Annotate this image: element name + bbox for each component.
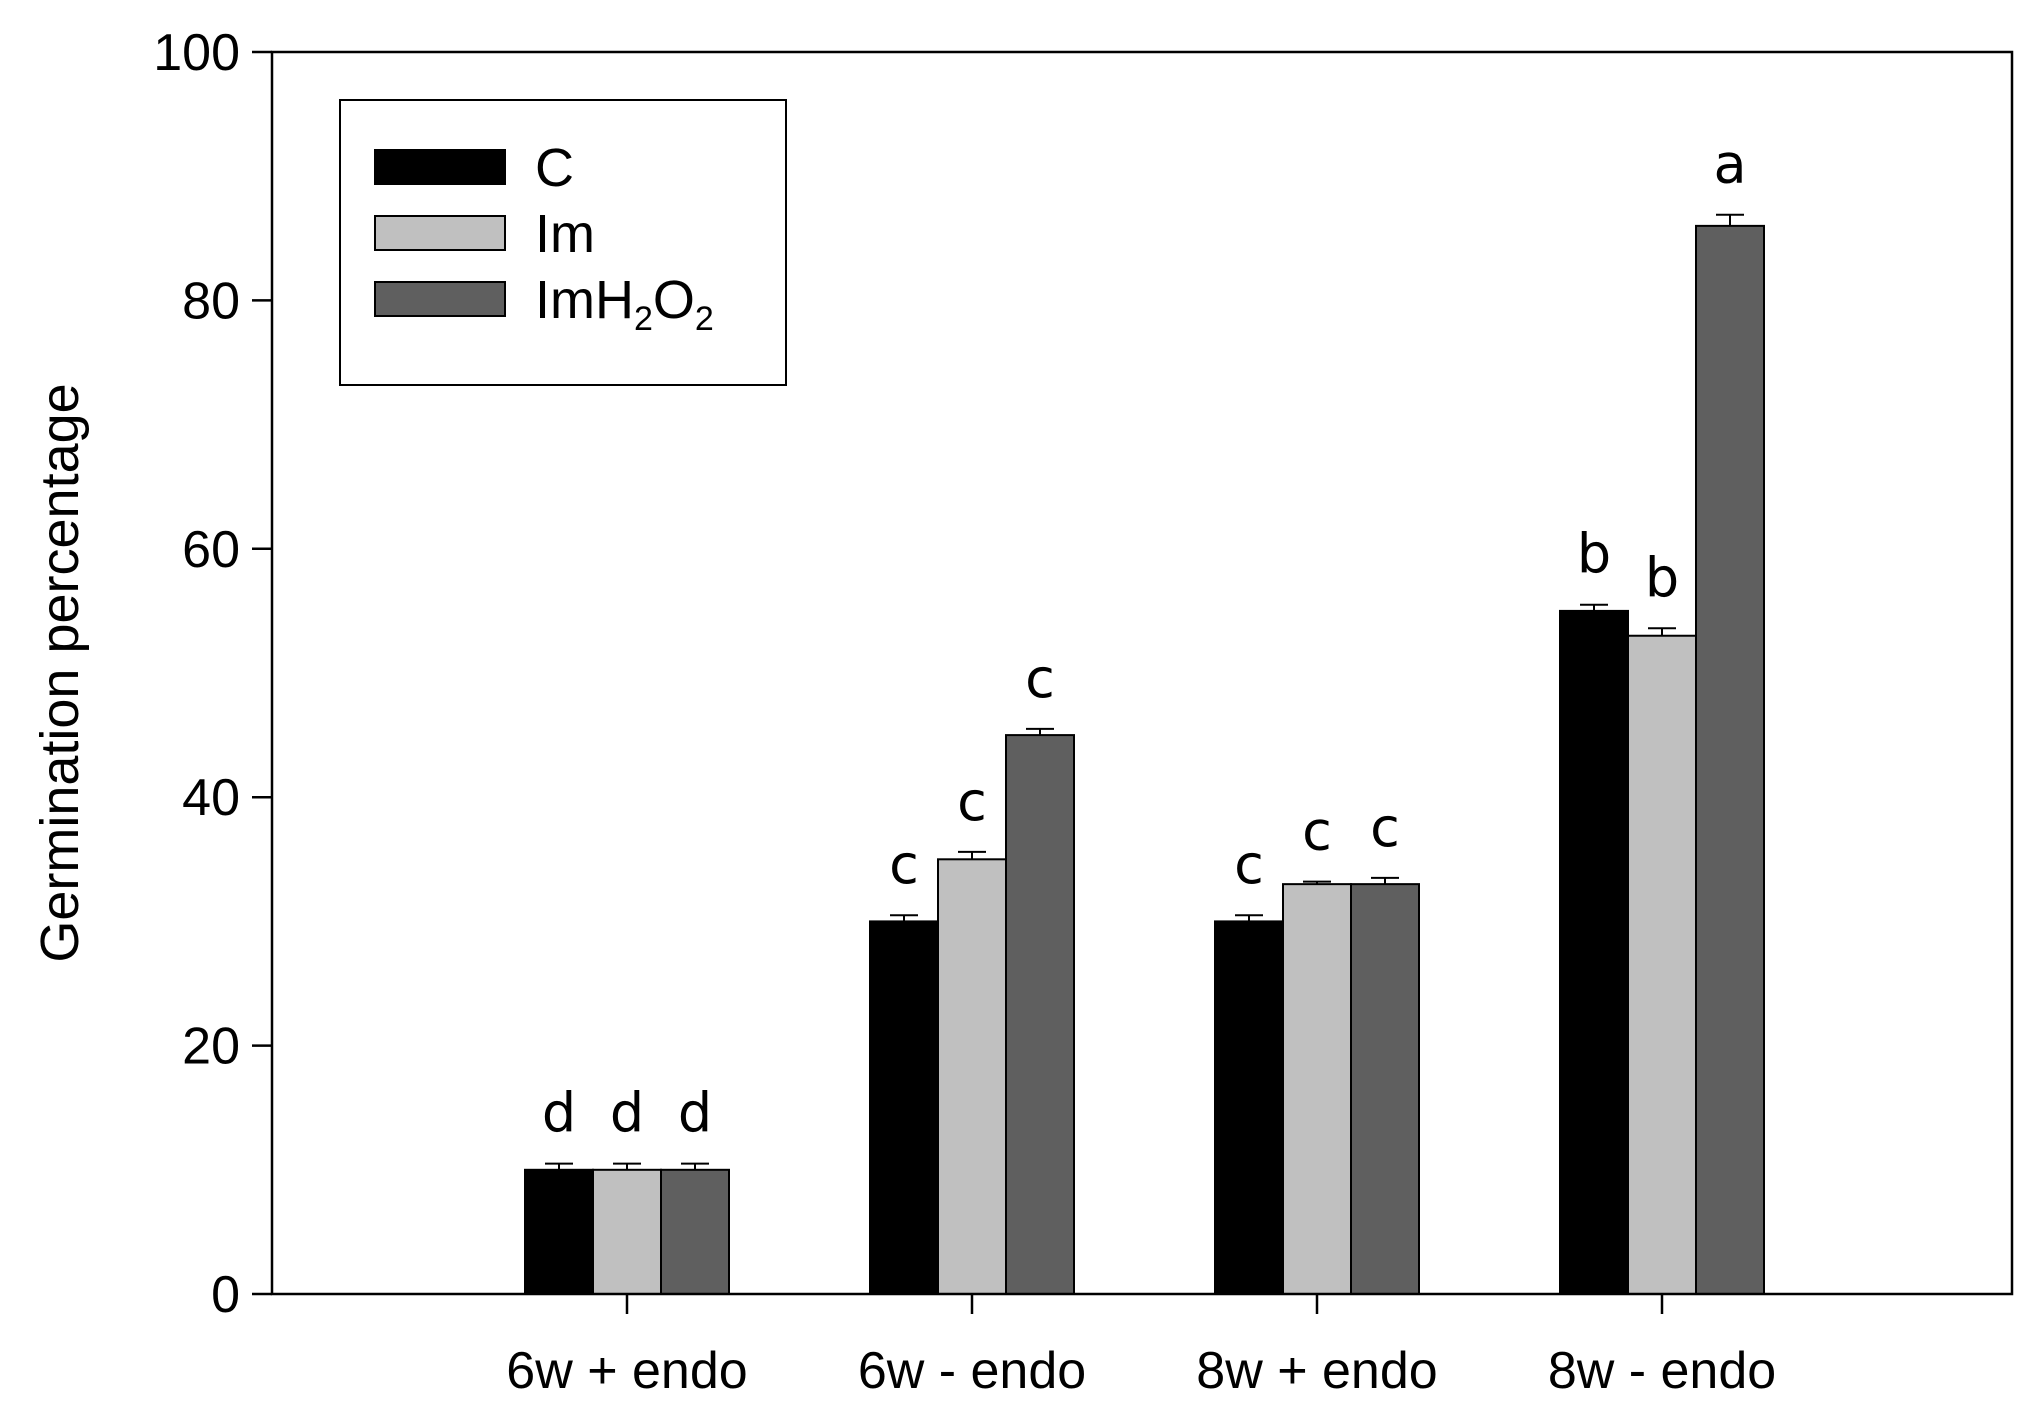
bar xyxy=(1005,734,1075,1295)
legend-label: Im xyxy=(535,204,595,264)
significance-letter: c xyxy=(1370,796,1400,859)
bar xyxy=(1350,883,1420,1295)
y-tick-label: 60 xyxy=(182,521,240,579)
bar xyxy=(937,858,1007,1295)
plot-frame xyxy=(270,50,2014,1296)
bar xyxy=(524,1168,594,1296)
x-tick-label: 6w - endo xyxy=(858,1342,1086,1400)
y-tick-label: 0 xyxy=(211,1266,240,1324)
y-tick-label: 100 xyxy=(153,24,240,82)
bar xyxy=(1627,634,1697,1295)
y-tick-label: 80 xyxy=(182,272,240,330)
x-tick-label: 6w + endo xyxy=(506,1342,747,1400)
legend-swatch xyxy=(374,149,506,185)
significance-letter: b xyxy=(1577,523,1611,586)
legend-label: C xyxy=(535,138,574,198)
y-tick-label: 20 xyxy=(182,1018,240,1076)
legend-swatch xyxy=(374,281,506,317)
axes-layer: 0 20 40 60 80 100 Germination percentage 6w + e… xyxy=(30,24,2014,1400)
bar xyxy=(1282,883,1352,1295)
significance-letter: d xyxy=(542,1082,576,1145)
bar xyxy=(1695,224,1765,1295)
bar xyxy=(660,1168,730,1296)
y-axis-title: Germination percentage xyxy=(30,383,90,962)
significance-letter: c xyxy=(889,833,919,896)
significance-letter: c xyxy=(957,770,987,833)
significance-letter: b xyxy=(1645,546,1679,609)
significance-letter: a xyxy=(1713,133,1746,196)
legend-label: ImH2O2 xyxy=(535,270,714,338)
significance-letter: d xyxy=(610,1082,644,1145)
bar xyxy=(869,920,939,1296)
bars-layer xyxy=(524,213,1765,1296)
bar xyxy=(592,1168,662,1296)
bar xyxy=(1559,609,1629,1295)
significance-letter: c xyxy=(1025,647,1055,710)
significance-letter: d xyxy=(678,1082,712,1145)
x-tick-label: 8w + endo xyxy=(1196,1342,1437,1400)
bar xyxy=(1214,920,1284,1296)
y-tick-label: 40 xyxy=(182,769,240,827)
legend-swatch xyxy=(374,215,506,251)
x-tick-label: 8w - endo xyxy=(1548,1342,1776,1400)
significance-letter: c xyxy=(1234,833,1264,896)
significance-letter: c xyxy=(1302,800,1332,863)
